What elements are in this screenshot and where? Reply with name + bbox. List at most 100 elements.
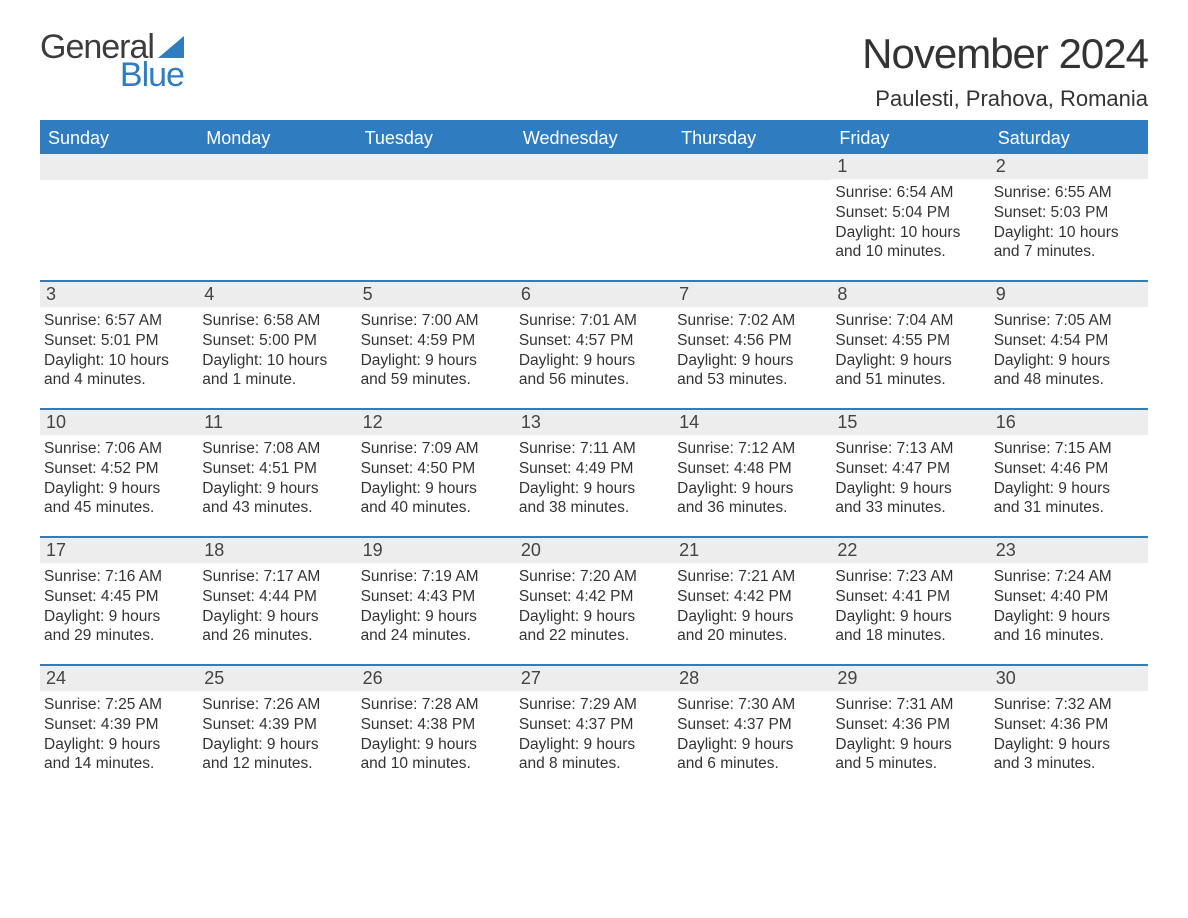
day-sunset: Sunset: 4:41 PM <box>835 587 983 607</box>
day-day2: and 20 minutes. <box>677 626 825 646</box>
day-sunrise: Sunrise: 7:25 AM <box>44 695 192 715</box>
day-cell: 20Sunrise: 7:20 AMSunset: 4:42 PMDayligh… <box>515 538 673 664</box>
page-title: November 2024 <box>862 30 1148 78</box>
day-cell: 23Sunrise: 7:24 AMSunset: 4:40 PMDayligh… <box>990 538 1148 664</box>
day-body: Sunrise: 7:19 AMSunset: 4:43 PMDaylight:… <box>357 563 515 650</box>
day-sunrise: Sunrise: 7:23 AM <box>835 567 983 587</box>
day-day1: Daylight: 9 hours <box>994 479 1142 499</box>
day-cell: 5 Sunrise: 7:00 AMSunset: 4:59 PMDaylight… <box>357 282 515 408</box>
day-sunrise: Sunrise: 7:20 AM <box>519 567 667 587</box>
day-number: 7 <box>673 282 831 307</box>
day-day1: Daylight: 10 hours <box>202 351 350 371</box>
day-sunrise: Sunrise: 7:01 AM <box>519 311 667 331</box>
day-day2: and 12 minutes. <box>202 754 350 774</box>
day-cell: 29Sunrise: 7:31 AMSunset: 4:36 PMDayligh… <box>831 666 989 792</box>
day-sunset: Sunset: 4:36 PM <box>835 715 983 735</box>
day-day1: Daylight: 9 hours <box>835 479 983 499</box>
day-number: 18 <box>198 538 356 563</box>
day-number: 1 <box>831 154 989 179</box>
day-cell: 28Sunrise: 7:30 AMSunset: 4:37 PMDayligh… <box>673 666 831 792</box>
day-body: Sunrise: 7:09 AMSunset: 4:50 PMDaylight:… <box>357 435 515 522</box>
day-number <box>357 154 515 180</box>
day-body: Sunrise: 7:04 AMSunset: 4:55 PMDaylight:… <box>831 307 989 394</box>
day-sunrise: Sunrise: 6:55 AM <box>994 183 1142 203</box>
day-sunrise: Sunrise: 7:00 AM <box>361 311 509 331</box>
day-body: Sunrise: 6:55 AMSunset: 5:03 PMDaylight:… <box>990 179 1148 266</box>
day-day2: and 10 minutes. <box>361 754 509 774</box>
day-day2: and 5 minutes. <box>835 754 983 774</box>
day-day1: Daylight: 9 hours <box>835 351 983 371</box>
day-day2: and 43 minutes. <box>202 498 350 518</box>
day-sunset: Sunset: 4:40 PM <box>994 587 1142 607</box>
day-header: Saturday <box>990 123 1148 154</box>
day-cell: 8Sunrise: 7:04 AMSunset: 4:55 PMDaylight… <box>831 282 989 408</box>
day-sunrise: Sunrise: 7:29 AM <box>519 695 667 715</box>
day-day1: Daylight: 9 hours <box>361 351 509 371</box>
day-body: Sunrise: 7:28 AMSunset: 4:38 PMDaylight:… <box>357 691 515 778</box>
day-body: Sunrise: 7:23 AMSunset: 4:41 PMDaylight:… <box>831 563 989 650</box>
day-sunset: Sunset: 4:47 PM <box>835 459 983 479</box>
day-sunset: Sunset: 4:59 PM <box>361 331 509 351</box>
day-body: Sunrise: 7:11 AMSunset: 4:49 PMDaylight:… <box>515 435 673 522</box>
day-sunrise: Sunrise: 7:13 AM <box>835 439 983 459</box>
day-body: Sunrise: 7:02 AMSunset: 4:56 PMDaylight:… <box>673 307 831 394</box>
day-day2: and 4 minutes. <box>44 370 192 390</box>
day-day1: Daylight: 9 hours <box>361 607 509 627</box>
day-cell: 16Sunrise: 7:15 AMSunset: 4:46 PMDayligh… <box>990 410 1148 536</box>
day-number: 4 <box>198 282 356 307</box>
day-day2: and 51 minutes. <box>835 370 983 390</box>
day-body: Sunrise: 7:25 AMSunset: 4:39 PMDaylight:… <box>40 691 198 778</box>
day-sunrise: Sunrise: 7:15 AM <box>994 439 1142 459</box>
day-day1: Daylight: 9 hours <box>44 607 192 627</box>
day-day2: and 26 minutes. <box>202 626 350 646</box>
day-body: Sunrise: 7:31 AMSunset: 4:36 PMDaylight:… <box>831 691 989 778</box>
day-number: 12 <box>357 410 515 435</box>
week-row: 3Sunrise: 6:57 AMSunset: 5:01 PMDaylight… <box>40 280 1148 408</box>
day-sunset: Sunset: 4:57 PM <box>519 331 667 351</box>
day-day1: Daylight: 9 hours <box>519 351 667 371</box>
day-body <box>673 180 831 188</box>
day-header: Wednesday <box>515 123 673 154</box>
day-sunset: Sunset: 4:50 PM <box>361 459 509 479</box>
day-day2: and 14 minutes. <box>44 754 192 774</box>
empty-day-cell <box>357 154 515 280</box>
day-body: Sunrise: 7:01 AMSunset: 4:57 PMDaylight:… <box>515 307 673 394</box>
day-day1: Daylight: 9 hours <box>677 607 825 627</box>
header: General Blue November 2024 Paulesti, Pra… <box>40 30 1148 112</box>
day-day1: Daylight: 10 hours <box>44 351 192 371</box>
day-day2: and 29 minutes. <box>44 626 192 646</box>
day-cell: 27Sunrise: 7:29 AMSunset: 4:37 PMDayligh… <box>515 666 673 792</box>
day-number: 28 <box>673 666 831 691</box>
day-day2: and 33 minutes. <box>835 498 983 518</box>
day-sunset: Sunset: 4:38 PM <box>361 715 509 735</box>
day-day1: Daylight: 10 hours <box>994 223 1142 243</box>
day-number: 23 <box>990 538 1148 563</box>
day-day1: Daylight: 9 hours <box>202 479 350 499</box>
week-row: 24Sunrise: 7:25 AMSunset: 4:39 PMDayligh… <box>40 664 1148 792</box>
day-header: Tuesday <box>357 123 515 154</box>
day-day2: and 59 minutes. <box>361 370 509 390</box>
day-sunrise: Sunrise: 7:26 AM <box>202 695 350 715</box>
day-sunset: Sunset: 4:51 PM <box>202 459 350 479</box>
day-number: 14 <box>673 410 831 435</box>
day-sunset: Sunset: 5:04 PM <box>835 203 983 223</box>
day-sunset: Sunset: 4:37 PM <box>519 715 667 735</box>
day-day2: and 7 minutes. <box>994 242 1142 262</box>
day-sunrise: Sunrise: 7:11 AM <box>519 439 667 459</box>
day-number: 5 <box>357 282 515 307</box>
day-number: 9 <box>990 282 1148 307</box>
day-sunrise: Sunrise: 7:31 AM <box>835 695 983 715</box>
day-sunset: Sunset: 4:37 PM <box>677 715 825 735</box>
day-sunrise: Sunrise: 7:19 AM <box>361 567 509 587</box>
day-day1: Daylight: 9 hours <box>677 735 825 755</box>
day-number: 10 <box>40 410 198 435</box>
day-sunrise: Sunrise: 7:28 AM <box>361 695 509 715</box>
day-cell: 10Sunrise: 7:06 AMSunset: 4:52 PMDayligh… <box>40 410 198 536</box>
week-row: 17Sunrise: 7:16 AMSunset: 4:45 PMDayligh… <box>40 536 1148 664</box>
day-body: Sunrise: 6:54 AMSunset: 5:04 PMDaylight:… <box>831 179 989 266</box>
day-number: 22 <box>831 538 989 563</box>
day-sunrise: Sunrise: 6:58 AM <box>202 311 350 331</box>
day-cell: 12Sunrise: 7:09 AMSunset: 4:50 PMDayligh… <box>357 410 515 536</box>
day-cell: 4Sunrise: 6:58 AMSunset: 5:00 PMDaylight… <box>198 282 356 408</box>
day-number: 11 <box>198 410 356 435</box>
